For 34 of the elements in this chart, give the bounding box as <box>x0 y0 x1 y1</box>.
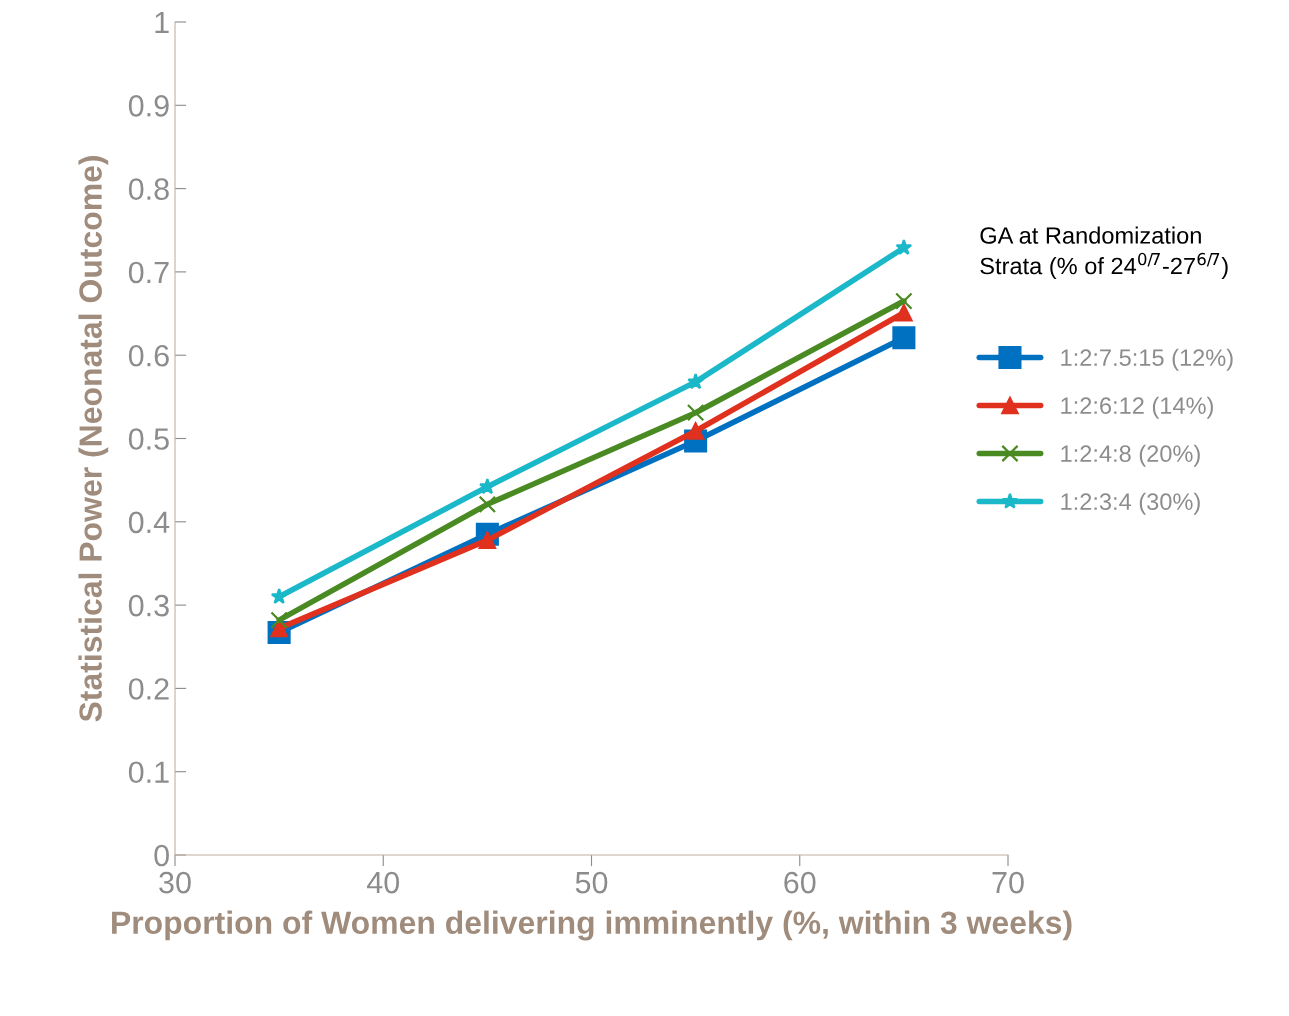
y-tick-label: 0.1 <box>128 761 169 784</box>
x-tick-label: 30 <box>159 871 191 894</box>
y-tick-label: 0.4 <box>128 511 170 534</box>
y-tick-label: 1 <box>155 12 169 34</box>
point <box>687 373 704 390</box>
y-tick-label: 0.9 <box>128 95 169 117</box>
y-tick-label: 0.7 <box>128 261 169 284</box>
point <box>478 495 497 514</box>
point <box>895 292 913 310</box>
legend-label: 1:2:6:12 (14%) <box>1061 396 1213 419</box>
x-tick-label: 60 <box>784 871 816 894</box>
point <box>686 403 705 422</box>
y-tick-label: 0.3 <box>128 594 169 617</box>
legend-label: 1:2:4:8 (20%) <box>1061 444 1200 467</box>
x-axis-title: Proportion of Women delivering imminently (%, within 3 weeks) <box>112 910 1072 941</box>
y-tick-label: 0 <box>154 844 169 867</box>
y-tick-label: 0.6 <box>128 344 169 367</box>
x-tick-label: 70 <box>992 871 1024 894</box>
legend-label: 1:2:7.5:15 (12%) <box>1061 348 1233 371</box>
legend-title: GA at Randomization Strata (% of 24$^{0/7}$-27$^{6/7}$) <box>980 226 1228 280</box>
point <box>479 478 496 495</box>
legend-label: 1:2:3:4 (30%) <box>1061 492 1200 515</box>
point <box>892 326 916 350</box>
y-axis-title: Statistical Power (Neonatal Outcome) <box>78 156 109 722</box>
point <box>895 303 913 322</box>
y-tick-label: 0.2 <box>128 678 169 700</box>
point <box>270 611 288 629</box>
x-tick-label: 50 <box>575 871 608 894</box>
point <box>270 588 288 605</box>
point <box>895 238 913 256</box>
point <box>686 422 705 440</box>
y-tick-label: 0.8 <box>128 178 169 200</box>
y-tick-label: 0.5 <box>128 428 169 450</box>
x-tick-label: 40 <box>366 871 400 894</box>
